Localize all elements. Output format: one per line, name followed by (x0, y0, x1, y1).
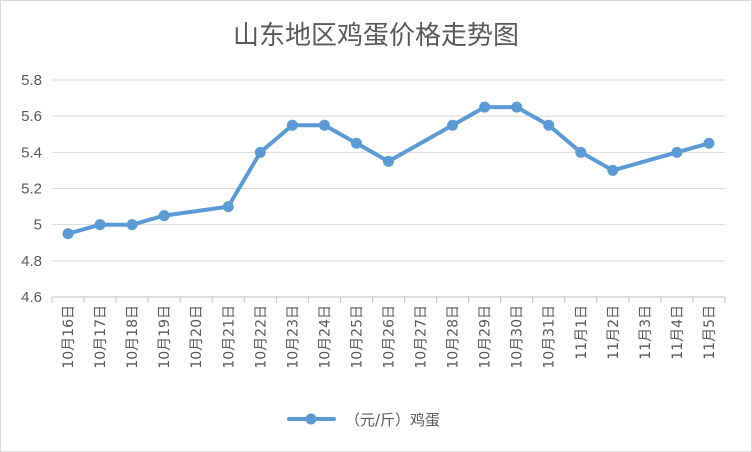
x-tick-label: 10月29日 (478, 305, 494, 369)
x-tick-label: 11月4日 (670, 305, 686, 360)
x-axis (51, 296, 726, 303)
data-point (254, 146, 266, 158)
legend-marker-swatch (305, 413, 317, 425)
x-tick-label: 10月28日 (446, 305, 462, 369)
x-tick-label: 10月26日 (382, 305, 398, 369)
x-tick-label: 10月22日 (253, 305, 269, 369)
data-point (511, 101, 523, 113)
series-line (66, 105, 711, 236)
data-point (383, 155, 394, 167)
data-point (479, 101, 491, 113)
y-tick-label: 4.6 (21, 289, 42, 306)
x-tick-label: 11月3日 (638, 305, 654, 360)
y-axis-tick-labels: 4.6 4.8 5 5.2 5.4 5.6 5.8 (21, 72, 42, 306)
x-tick-label: 10月18日 (125, 305, 141, 369)
chart-title: 山东地区鸡蛋价格走势图 (233, 21, 519, 51)
data-point (318, 119, 330, 131)
data-point (607, 164, 619, 176)
x-tick-label: 10月31日 (542, 305, 558, 369)
x-tick-label: 10月17日 (93, 305, 109, 369)
x-tick-label: 10月27日 (414, 305, 430, 369)
x-tick-label: 10月23日 (285, 305, 301, 369)
data-point (158, 210, 170, 222)
x-tick-label: 10月16日 (61, 305, 77, 369)
data-point (286, 119, 298, 131)
data-point (350, 137, 362, 149)
data-point (126, 219, 138, 231)
data-point (543, 119, 555, 131)
x-tick-label: 10月24日 (317, 305, 333, 369)
y-tick-label: 5.4 (21, 144, 42, 161)
x-tick-label: 10月21日 (221, 305, 237, 369)
data-point (575, 146, 587, 158)
data-point (671, 146, 683, 158)
y-tick-label: 5 (34, 217, 42, 234)
x-tick-label: 10月30日 (510, 305, 526, 369)
x-tick-label: 11月2日 (606, 305, 622, 360)
gridlines (52, 79, 725, 262)
x-tick-label: 10月19日 (157, 305, 173, 369)
y-tick-label: 4.8 (21, 253, 42, 270)
x-tick-label: 10月20日 (189, 305, 205, 369)
x-tick-label: 11月1日 (574, 305, 590, 360)
x-tick-label: 11月5日 (702, 305, 718, 360)
data-point (222, 201, 234, 213)
y-tick-label: 5.2 (21, 181, 42, 198)
data-point (94, 219, 106, 231)
y-tick-label: 5.8 (21, 72, 42, 89)
data-point (703, 137, 715, 149)
x-tick-label: 10月25日 (349, 305, 365, 369)
legend-label: （元/斤）鸡蛋 (345, 411, 440, 429)
data-point (447, 119, 459, 131)
series-layer (62, 101, 715, 240)
y-tick-label: 5.6 (21, 108, 42, 125)
legend: （元/斤）鸡蛋 (287, 411, 440, 429)
data-point (62, 228, 74, 240)
x-axis-tick-labels: 10月16日 10月17日 10月18日 10月19日 10月20日 10月21日 10月2… (61, 305, 718, 369)
